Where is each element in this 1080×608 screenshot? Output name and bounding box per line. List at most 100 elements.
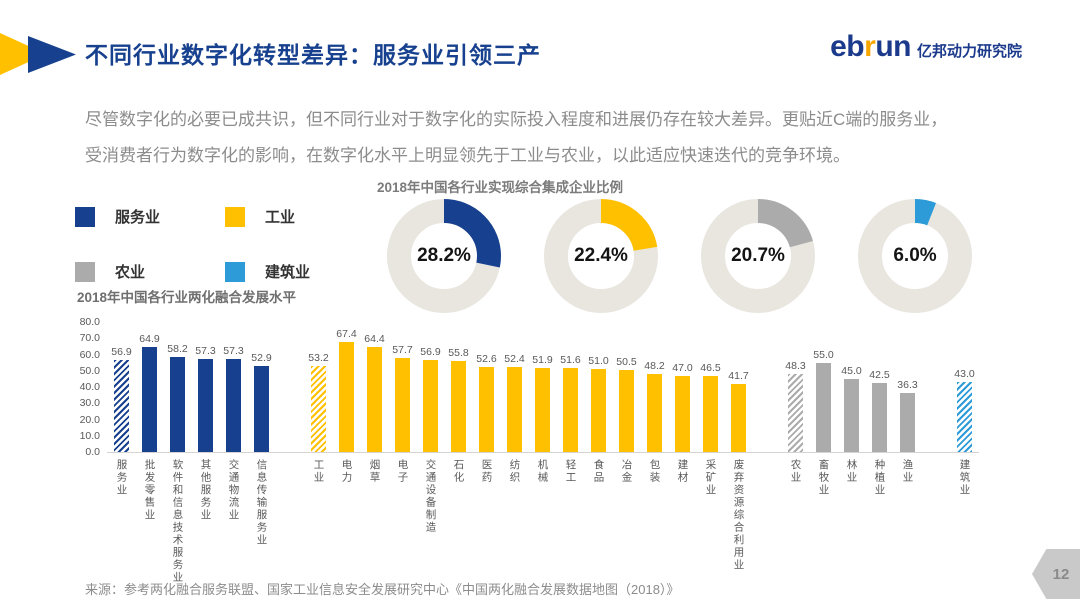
bar-rect [675, 375, 690, 452]
bar-x-label: 工业 [312, 459, 325, 484]
y-tick-label: 80.0 [79, 316, 100, 328]
bar-stack: 47.0 [672, 322, 693, 452]
legend-item-工业: 工业 [225, 206, 365, 227]
bar-x-label: 信息传输服务业 [255, 459, 268, 547]
y-tick-label: 50.0 [79, 364, 100, 377]
bar-value-label: 67.4 [336, 328, 357, 341]
bar-group-建筑业: 43.0 建筑业 [954, 322, 975, 584]
intro-paragraph: 尽管数字化的必要已成共识，但不同行业对于数字化的实际投入程度和进展仍存在较大差异… [85, 102, 1020, 174]
bar-stack: 51.0 [588, 322, 609, 452]
y-tick-label: 60.0 [79, 348, 100, 361]
bar-stack: 56.9 [420, 322, 441, 452]
bar-stack: 51.6 [560, 322, 581, 452]
page-number: 12 [1052, 565, 1070, 583]
donut-建筑业: 6.0% [855, 196, 975, 316]
bar-value-label: 53.2 [308, 351, 329, 364]
bar-rect [816, 362, 831, 452]
bar-stack: 51.9 [532, 322, 553, 452]
bar-stack: 41.7 [728, 322, 749, 452]
y-tick-label: 70.0 [79, 332, 100, 345]
bar-rect [395, 358, 410, 452]
bar-建筑业: 43.0 建筑业 [954, 322, 975, 584]
bar-rect [957, 382, 972, 452]
bar-x-label: 建筑业 [958, 459, 971, 497]
legend-label: 农业 [115, 264, 146, 281]
bar-series: 56.9 服务业 64.9 批发零售业 58.2 软件和信息技术服务业 57.3 其他服务业 5… [111, 322, 975, 584]
bar-x-label: 批发零售业 [143, 459, 156, 522]
donut-value-label: 20.7% [731, 245, 785, 266]
legend-label: 工业 [265, 209, 296, 226]
bar-stack: 50.5 [616, 322, 637, 452]
logo-wordmark: ebrun [830, 30, 911, 63]
bar-stack: 45.0 [841, 322, 862, 452]
bar-rect [451, 361, 466, 452]
bar-服务业: 56.9 服务业 [111, 322, 132, 584]
bar-stack: 42.5 [869, 322, 890, 452]
bar-value-label: 48.2 [644, 359, 665, 372]
bar-stack: 43.0 [954, 322, 975, 452]
legend-swatch [225, 261, 245, 282]
bar-x-label: 交通设备制造 [424, 459, 437, 534]
bar-纺织: 52.4 纺织 [504, 322, 524, 584]
bar-rect [254, 366, 269, 452]
bar-value-label: 52.6 [476, 352, 497, 365]
bar-value-label: 48.3 [785, 359, 806, 372]
bar-x-label: 交通物流业 [227, 459, 240, 522]
bar-value-label: 36.3 [897, 379, 918, 392]
bar-value-label: 64.9 [139, 332, 160, 345]
bar-rect [535, 367, 550, 452]
bar-x-label: 医药 [480, 459, 493, 484]
bar-value-label: 57.3 [223, 344, 244, 357]
page-title: 不同行业数字化转型差异：服务业引领三产 [85, 42, 541, 68]
y-tick-label: 30.0 [79, 397, 100, 410]
donut-value-label: 28.2% [417, 245, 471, 266]
bar-rect [198, 358, 213, 452]
bar-农业: 48.3 农业 [785, 322, 806, 584]
logo-suffix: 亿邦动力研究院 [916, 43, 1022, 60]
bar-stack: 48.3 [785, 322, 806, 452]
bar-value-label: 55.0 [813, 348, 834, 361]
bar-废弃资源综合利用业: 41.7 废弃资源综合利用业 [728, 322, 749, 584]
bar-rect [703, 376, 718, 452]
bar-x-label: 电力 [340, 459, 353, 484]
bar-group-服务业: 56.9 服务业 64.9 批发零售业 58.2 软件和信息技术服务业 57.3 其他服务业 5… [111, 322, 272, 584]
bar-stack: 64.4 [364, 322, 385, 452]
bar-stack: 57.3 [195, 322, 216, 452]
bar-x-label: 食品 [592, 459, 605, 484]
bar-rect [872, 382, 887, 452]
bar-x-label: 机械 [536, 459, 549, 484]
bar-工业: 53.2 工业 [308, 322, 329, 584]
bar-rect [563, 368, 578, 452]
bar-rect [311, 365, 326, 452]
bar-value-label: 46.5 [700, 362, 721, 375]
bar-软件和信息技术服务业: 58.2 软件和信息技术服务业 [167, 322, 187, 584]
bar-group-农业: 48.3 农业 55.0 畜牧业 45.0 林业 42.5 种植业 36.3 渔业 [785, 322, 918, 584]
bar-value-label: 57.7 [392, 344, 413, 357]
bar-rect [788, 373, 803, 452]
bar-交通设备制造: 56.9 交通设备制造 [420, 322, 441, 584]
bar-建材: 47.0 建材 [672, 322, 693, 584]
bar-value-label: 51.9 [532, 353, 553, 366]
legend-item-服务业: 服务业 [75, 206, 225, 227]
legend-swatch [75, 206, 95, 227]
bar-渔业: 36.3 渔业 [897, 322, 918, 584]
bar-x-label: 纺织 [508, 459, 521, 484]
bar-rect [479, 366, 494, 452]
bar-x-label: 种植业 [873, 459, 886, 497]
bar-stack: 46.5 [700, 322, 721, 452]
bar-stack: 57.3 [223, 322, 244, 452]
bar-value-label: 56.9 [111, 345, 132, 358]
legend-item-建筑业: 建筑业 [225, 261, 365, 282]
bar-种植业: 42.5 种植业 [869, 322, 890, 584]
y-tick-label: 40.0 [79, 381, 100, 393]
bar-采矿业: 46.5 采矿业 [700, 322, 721, 584]
bar-stack: 52.9 [251, 322, 272, 452]
bar-value-label: 51.0 [588, 355, 609, 368]
bar-交通物流业: 57.3 交通物流业 [223, 322, 244, 584]
bar-x-label: 其他服务业 [199, 459, 212, 522]
bar-电子: 57.7 电子 [392, 322, 413, 584]
bar-信息传输服务业: 52.9 信息传输服务业 [251, 322, 272, 584]
bar-rect [170, 357, 185, 452]
bar-rect [647, 373, 662, 452]
bar-stack: 48.2 [644, 322, 665, 452]
